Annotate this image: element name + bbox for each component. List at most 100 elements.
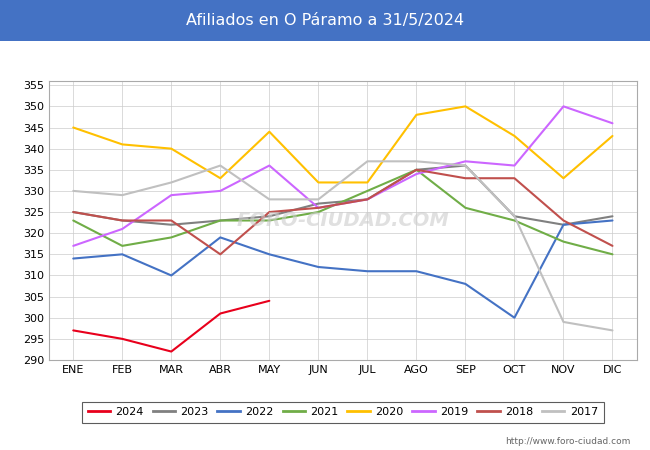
2017 <box>560 319 567 324</box>
2019 <box>608 121 616 126</box>
2019 <box>216 188 224 194</box>
2019 <box>510 163 518 168</box>
2018 <box>413 167 421 172</box>
2018 <box>70 209 77 215</box>
2020 <box>462 104 469 109</box>
2018 <box>560 218 567 223</box>
2019 <box>265 163 273 168</box>
2023 <box>168 222 176 227</box>
2024 <box>118 336 126 342</box>
2019 <box>560 104 567 109</box>
2024 <box>265 298 273 303</box>
2023 <box>560 222 567 227</box>
2020 <box>363 180 371 185</box>
2022 <box>363 269 371 274</box>
2022 <box>462 281 469 287</box>
2018 <box>168 218 176 223</box>
2017 <box>70 188 77 194</box>
Line: 2018: 2018 <box>73 170 612 254</box>
2023 <box>315 201 322 206</box>
2017 <box>413 158 421 164</box>
2022 <box>315 264 322 270</box>
Line: 2023: 2023 <box>73 166 612 225</box>
2018 <box>363 197 371 202</box>
2023 <box>413 167 421 172</box>
2022 <box>168 273 176 278</box>
2021 <box>265 218 273 223</box>
2017 <box>608 328 616 333</box>
2021 <box>70 218 77 223</box>
2019 <box>315 205 322 211</box>
Line: 2024: 2024 <box>73 301 269 351</box>
2022 <box>265 252 273 257</box>
2020 <box>216 176 224 181</box>
2020 <box>265 129 273 135</box>
2022 <box>560 222 567 227</box>
2023 <box>70 209 77 215</box>
2020 <box>608 133 616 139</box>
Line: 2022: 2022 <box>73 220 612 318</box>
2023 <box>216 218 224 223</box>
Legend: 2024, 2023, 2022, 2021, 2020, 2019, 2018, 2017: 2024, 2023, 2022, 2021, 2020, 2019, 2018… <box>82 402 604 423</box>
2020 <box>168 146 176 151</box>
2020 <box>315 180 322 185</box>
2022 <box>118 252 126 257</box>
2019 <box>70 243 77 248</box>
2017 <box>510 214 518 219</box>
2018 <box>265 209 273 215</box>
2024 <box>216 311 224 316</box>
2017 <box>118 193 126 198</box>
2018 <box>216 252 224 257</box>
Line: 2020: 2020 <box>73 106 612 182</box>
Text: Afiliados en O Páramo a 31/5/2024: Afiliados en O Páramo a 31/5/2024 <box>186 13 464 28</box>
2023 <box>363 197 371 202</box>
2019 <box>462 158 469 164</box>
2024 <box>70 328 77 333</box>
2023 <box>118 218 126 223</box>
Text: FORO-CIUDAD.COM: FORO-CIUDAD.COM <box>237 211 449 230</box>
2022 <box>216 235 224 240</box>
2017 <box>216 163 224 168</box>
2017 <box>168 180 176 185</box>
2020 <box>118 142 126 147</box>
2024 <box>168 349 176 354</box>
2019 <box>413 171 421 177</box>
2018 <box>510 176 518 181</box>
Line: 2019: 2019 <box>73 106 612 246</box>
2020 <box>560 176 567 181</box>
2021 <box>118 243 126 248</box>
2023 <box>462 163 469 168</box>
2017 <box>363 158 371 164</box>
Text: http://www.foro-ciudad.com: http://www.foro-ciudad.com <box>505 436 630 446</box>
2018 <box>462 176 469 181</box>
2021 <box>315 209 322 215</box>
2021 <box>560 239 567 244</box>
2023 <box>510 214 518 219</box>
Line: 2021: 2021 <box>73 170 612 254</box>
2021 <box>510 218 518 223</box>
2017 <box>315 197 322 202</box>
2018 <box>608 243 616 248</box>
2022 <box>70 256 77 261</box>
2021 <box>363 188 371 194</box>
2022 <box>608 218 616 223</box>
2020 <box>413 112 421 117</box>
2023 <box>265 214 273 219</box>
2019 <box>118 226 126 232</box>
2020 <box>70 125 77 130</box>
2017 <box>265 197 273 202</box>
2018 <box>118 218 126 223</box>
2017 <box>462 163 469 168</box>
2020 <box>510 133 518 139</box>
2019 <box>168 193 176 198</box>
2021 <box>168 235 176 240</box>
2023 <box>608 214 616 219</box>
2021 <box>413 167 421 172</box>
2021 <box>216 218 224 223</box>
2019 <box>363 197 371 202</box>
2022 <box>413 269 421 274</box>
2018 <box>315 205 322 211</box>
2021 <box>608 252 616 257</box>
Line: 2017: 2017 <box>73 161 612 330</box>
2021 <box>462 205 469 211</box>
